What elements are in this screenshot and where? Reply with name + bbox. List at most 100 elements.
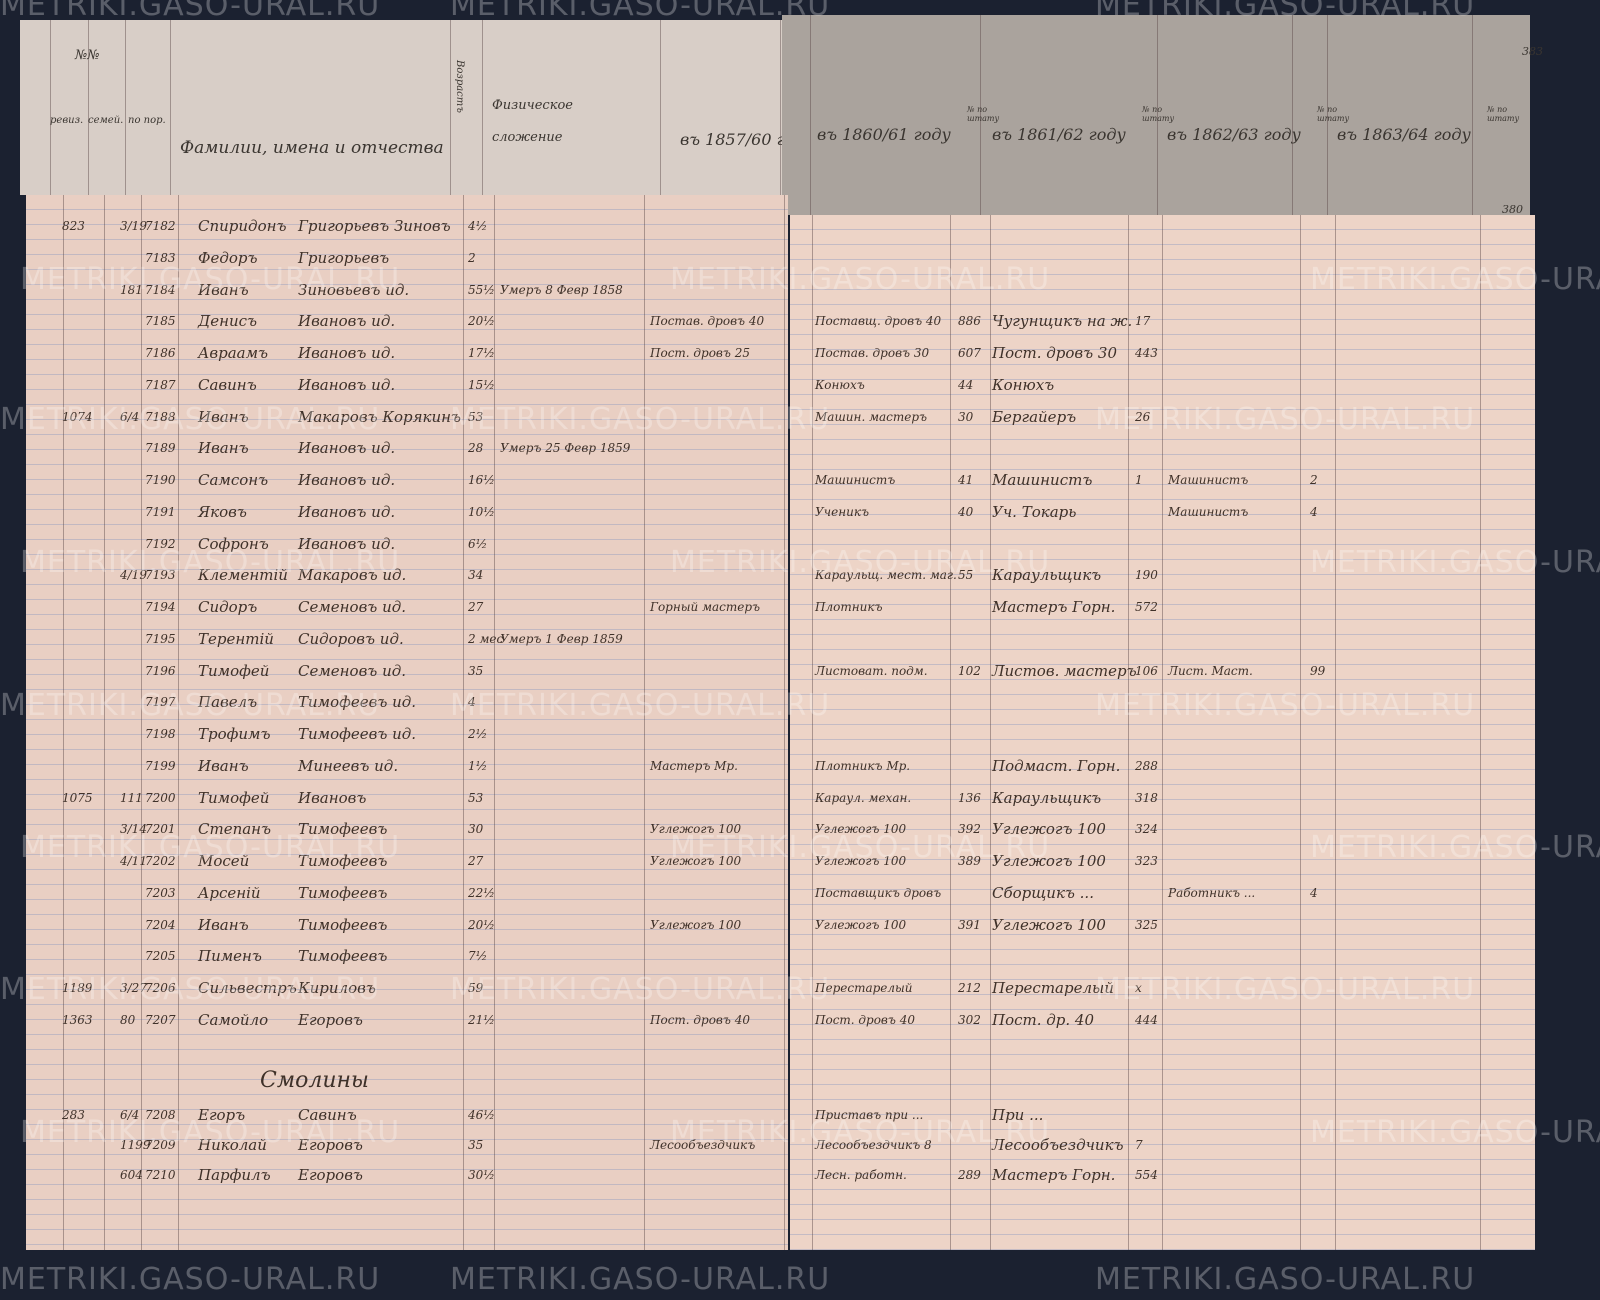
header-staff: № по штату [967,105,1000,123]
cell-num: 7193 [145,568,176,583]
cell-occ57: Постав. дровъ 40 [650,314,765,329]
header-year: въ 1863/64 году [1337,125,1471,144]
cell-num: 7204 [145,917,176,932]
cell-name: Тимофей [198,661,270,680]
cell-name: Мосей [198,852,250,871]
cell-patr: Егоровъ [298,1011,363,1029]
watermark: METRIKI.GASO-URAL.RU [0,688,381,723]
cell-st60: 212 [958,981,981,996]
watermark: METRIKI.GASO-URAL.RU [1095,1262,1476,1297]
cell-num: 7198 [145,727,176,742]
cell-name: Иванъ [198,915,249,934]
cell-name: Арсеній [198,883,261,902]
cell-name: Иванъ [198,280,249,299]
cell-rev: 1075 [62,790,93,805]
cell-st62: 4 [1310,885,1318,900]
cell-patr: Ивановъ ид. [298,344,396,363]
cell-name: Самсонъ [198,471,269,490]
header-num: по пор. [128,115,166,126]
cell-occ60: Плотникъ [815,600,883,615]
watermark: METRIKI.GASO-URAL.RU [0,402,381,437]
cell-patr: Ивановъ [298,788,367,807]
cell-patr: Ивановъ ид. [298,502,396,521]
cell-occ61: Углежогъ 100 [992,852,1106,871]
cell-num: 7183 [145,250,176,265]
header-staff: № по штату [1142,105,1175,123]
section-heading: Смолины [260,1068,369,1093]
watermark: METRIKI.GASO-URAL.RU [20,545,401,580]
cell-rev: 823 [62,219,85,233]
header-fam: семей. [88,115,124,126]
page-number: 380 [1502,203,1523,216]
header-year: въ 1861/62 году [992,125,1126,144]
cell-age: 7½ [468,949,488,964]
cell-patr: Ивановъ ид. [298,439,396,458]
header-names: Фамилии, имена и отчества [180,138,444,158]
cell-num: 7205 [145,949,176,964]
watermark: METRIKI.GASO-URAL.RU [450,1262,831,1297]
cell-rev: 1189 [62,981,93,996]
cell-age: 2½ [468,727,488,742]
cell-occ60: Плотникъ Мр. [815,758,911,773]
cell-patr: Тимофеевъ [298,883,388,902]
left-page [26,195,788,1250]
cell-num: 7206 [145,981,176,996]
cell-occ60: Листоват. подм. [815,663,928,678]
cell-occ61: Конюхъ [992,375,1055,394]
cell-st61: 17 [1135,314,1151,329]
cell-st62: 4 [1310,504,1318,519]
cell-age: 35 [468,1138,484,1152]
cell-patr: Егоровъ [298,1166,363,1184]
cell-fam: 3/14 [120,822,147,837]
header-physical: Физическое сложение [492,98,573,145]
cell-occ60: Постав. дровъ 30 [815,346,930,361]
cell-num: 7202 [145,854,176,869]
cell-occ62: Машинистъ [1168,473,1249,488]
cell-st61: 324 [1135,822,1158,837]
cell-age: 15½ [468,377,495,392]
cell-num: 7201 [145,822,176,837]
cell-num: 7196 [145,663,176,678]
cell-rev: 1074 [62,409,93,424]
watermark: METRIKI.GASO-URAL.RU [1095,0,1476,23]
header-year: въ 1857/60 году [680,130,814,149]
watermark: METRIKI.GASO-URAL.RU [0,972,381,1007]
cell-patr: Тимофеевъ ид. [298,725,417,744]
watermark: METRIKI.GASO-URAL.RU [20,1115,401,1150]
cell-st61: 106 [1135,663,1158,678]
cell-num: 7185 [145,314,176,329]
cell-st60: 886 [958,314,981,329]
cell-fam: 4/11 [120,854,147,869]
cell-note: Умеръ 8 Февр 1858 [500,282,623,297]
cell-st60: 44 [958,377,974,392]
cell-occ60: Углежогъ 100 [815,822,907,837]
cell-rev: 1363 [62,1013,93,1027]
cell-st62: 2 [1310,473,1318,488]
cell-patr: Зиновьевъ ид. [298,280,410,299]
cell-num: 7191 [145,504,176,519]
cell-name: Иванъ [198,439,249,458]
cell-age: 6½ [468,536,488,551]
cell-name: Пименъ [198,947,262,966]
cell-st61: 554 [1135,1168,1158,1182]
cell-st61: 288 [1135,758,1158,773]
cell-age: 1½ [468,758,488,773]
cell-num: 7189 [145,441,176,456]
cell-occ60: Лесообъездчикъ 8 [815,1138,932,1152]
cell-age: 2 [468,250,476,265]
cell-occ60: Конюхъ [815,377,865,392]
header-staff: № по штату [1487,105,1520,123]
cell-occ61: Углежогъ 100 [992,915,1106,934]
watermark: METRIKI.GASO-URAL.RU [1095,688,1476,723]
cell-age: 28 [468,441,484,456]
cell-num: 7186 [145,346,176,361]
cell-patr: Григорьевъ Зиновъ [298,217,451,235]
cell-patr: Ивановъ ид. [298,312,396,331]
cell-age: 34 [468,568,484,583]
cell-occ61: Машинистъ [992,471,1093,490]
cell-patr: Ивановъ ид. [298,534,396,553]
cell-occ60: Пост. дровъ 40 [815,1013,915,1027]
cell-fam: 604 [120,1168,143,1182]
cell-occ57: Горный мастеръ [650,600,761,615]
cell-st61: 318 [1135,790,1158,805]
